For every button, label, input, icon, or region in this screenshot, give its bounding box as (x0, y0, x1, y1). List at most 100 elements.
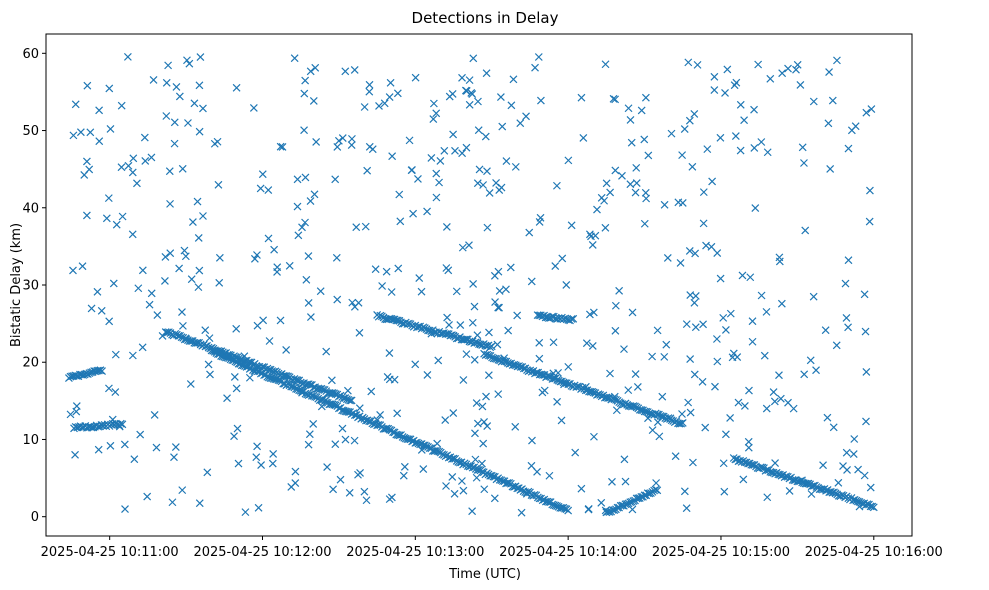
data-point (862, 368, 871, 376)
data-point (264, 234, 273, 243)
data-point (123, 52, 132, 61)
data-point (693, 60, 702, 69)
data-point (273, 268, 281, 276)
data-point (719, 459, 728, 468)
data-point (129, 154, 138, 163)
data-point (258, 170, 267, 179)
data-point (824, 119, 833, 128)
data-point (847, 126, 856, 135)
data-point (376, 410, 385, 419)
data-point (332, 253, 341, 262)
data-point (648, 426, 657, 435)
data-point (306, 197, 315, 205)
data-point (640, 219, 649, 228)
data-point (489, 354, 498, 363)
data-point (116, 419, 125, 428)
data-point (587, 232, 595, 241)
data-point (553, 397, 562, 406)
data-point (860, 290, 869, 299)
data-point (660, 352, 669, 361)
data-point (425, 326, 434, 335)
data-point (117, 163, 126, 172)
data-point (860, 471, 869, 480)
data-point (459, 376, 468, 384)
data-point (171, 443, 180, 451)
data-point (490, 494, 499, 503)
data-point (502, 157, 511, 166)
data-point (468, 507, 477, 516)
data-point (844, 323, 853, 332)
data-point (620, 455, 629, 464)
data-point (593, 205, 601, 214)
data-point (256, 184, 265, 193)
data-point (449, 409, 458, 417)
data-point (458, 243, 467, 252)
data-point (241, 508, 250, 517)
data-point (432, 109, 441, 118)
data-point (788, 476, 797, 484)
data-point (303, 390, 311, 399)
data-point (378, 282, 387, 290)
data-point (355, 404, 364, 413)
data-point (293, 202, 302, 211)
data-point (145, 300, 154, 309)
data-point (866, 483, 875, 492)
data-point (71, 100, 80, 109)
data-point (195, 499, 204, 508)
data-point (405, 136, 414, 145)
data-point (712, 335, 721, 343)
data-point (188, 218, 197, 226)
data-point (748, 317, 757, 326)
data-point (375, 102, 383, 110)
data-point (143, 492, 152, 501)
data-point (276, 142, 285, 151)
data-point (680, 487, 689, 496)
data-point (168, 498, 177, 507)
data-point (178, 164, 187, 173)
data-point (184, 119, 192, 127)
data-point (484, 371, 493, 380)
data-point (473, 179, 482, 188)
data-point (433, 439, 442, 448)
data-point (676, 259, 685, 267)
data-point (750, 144, 759, 152)
data-point (828, 488, 837, 497)
data-point (78, 262, 87, 271)
data-point (120, 440, 129, 449)
data-point (517, 508, 526, 517)
data-point (731, 132, 740, 141)
data-point (301, 218, 309, 227)
data-point (302, 275, 311, 284)
data-point (841, 279, 850, 288)
data-point (442, 223, 451, 231)
data-point (175, 264, 184, 273)
data-point (403, 435, 412, 444)
data-point (690, 298, 699, 307)
data-point (153, 311, 162, 319)
y-tick-label: 40 (22, 201, 39, 216)
data-point (511, 162, 520, 171)
data-point (763, 493, 772, 502)
data-point (293, 175, 302, 184)
data-point (457, 477, 466, 485)
data-point (152, 443, 161, 452)
data-point (710, 72, 719, 81)
x-tick-label: 2025-04-25 10:12:00 (193, 545, 331, 560)
data-point (776, 394, 785, 403)
data-point (194, 283, 203, 292)
data-point (136, 430, 145, 439)
scatter-points (64, 52, 878, 517)
data-point (698, 377, 707, 386)
data-point (564, 362, 573, 371)
data-point (825, 68, 834, 77)
data-point (121, 505, 129, 514)
data-point (350, 436, 359, 445)
data-point (793, 477, 802, 486)
data-point (423, 207, 431, 216)
data-point (834, 478, 843, 487)
data-point (448, 454, 456, 463)
data-point (363, 166, 372, 175)
data-point (118, 420, 127, 429)
data-point (577, 484, 586, 493)
